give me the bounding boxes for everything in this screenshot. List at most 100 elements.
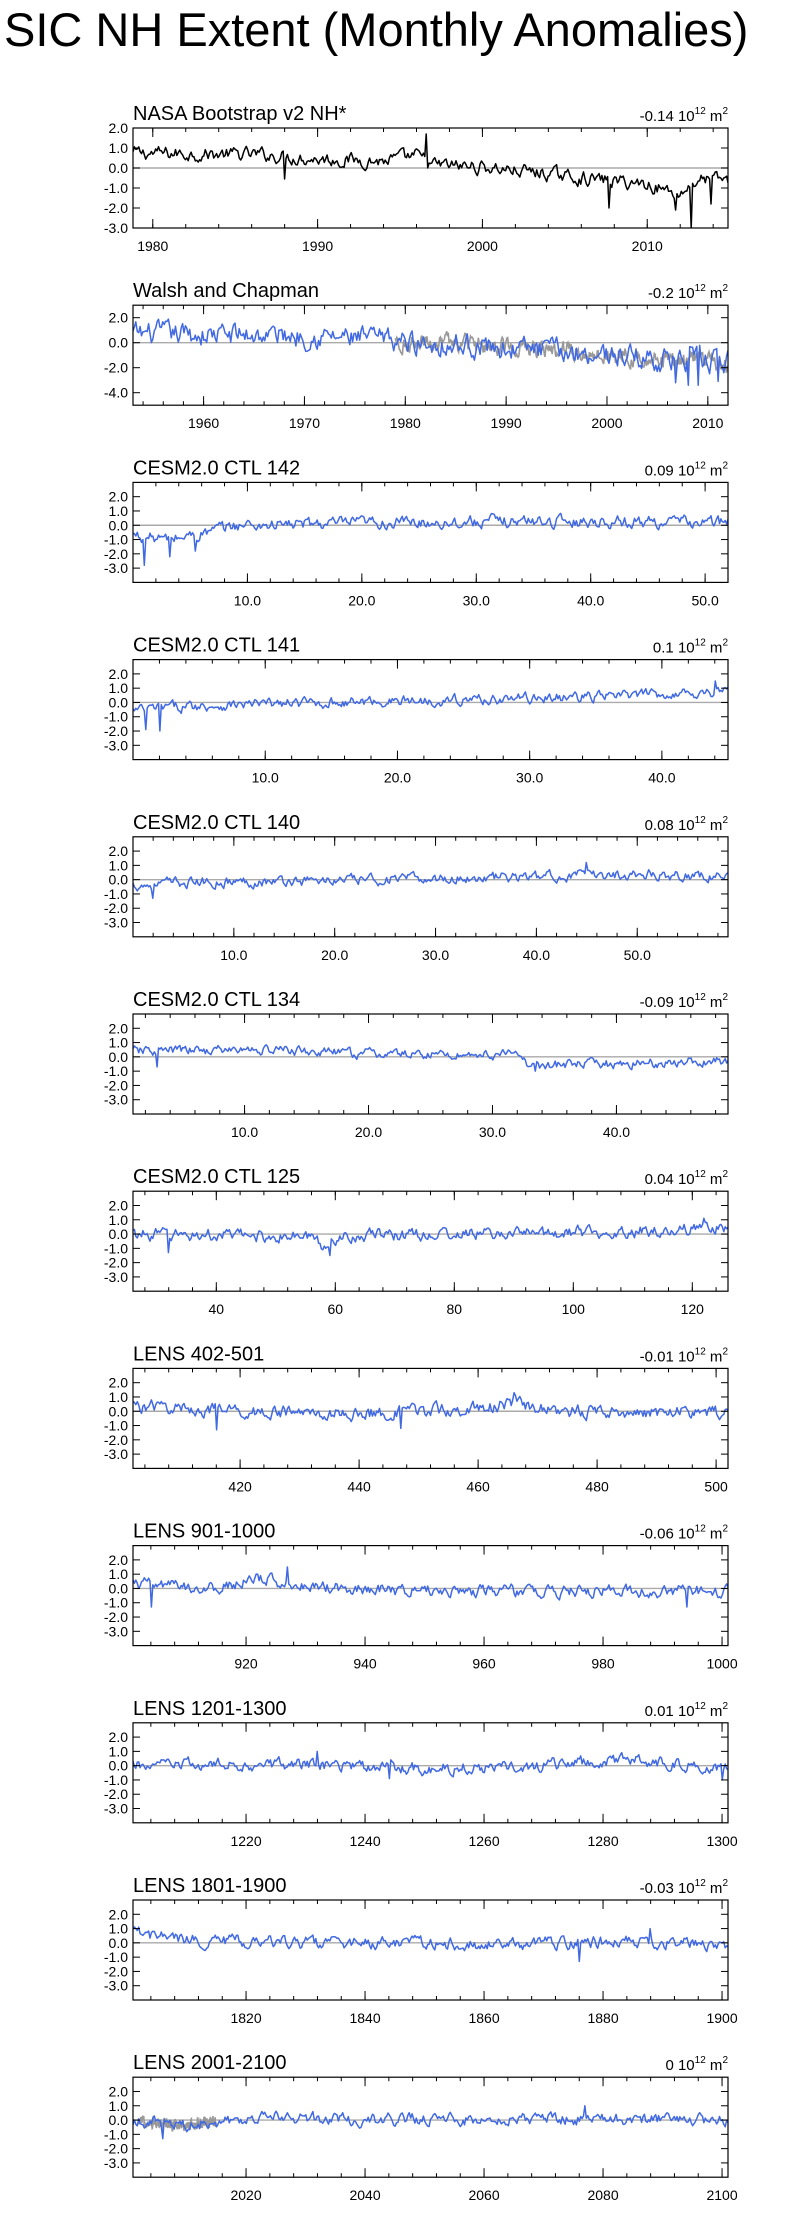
y-tick-label: 1.0 [109, 1389, 129, 1405]
y-tick-label: -3.0 [104, 220, 128, 236]
panel-title: CESM2.0 CTL 142 [133, 457, 300, 479]
x-tick-label: 2060 [468, 2187, 499, 2203]
panel-4: CESM2.0 CTL 141 0.1 1012 m22.01.00.0-1.0-… [104, 635, 729, 786]
panel-title: LENS 901-1000 [133, 1521, 275, 1543]
x-tick-label: 40.0 [577, 592, 604, 608]
mean-value: 0.09 [645, 462, 678, 479]
panel-6: CESM2.0 CTL 134 -0.09 1012 m2 2.01.00.0-1.… [104, 989, 729, 1140]
y-tick-label: 2.0 [109, 666, 129, 682]
y-tick-label: -1.0 [104, 1949, 128, 1965]
mean-unit-base: 10 [678, 1526, 695, 1543]
mean-unit-symbol: m [706, 1526, 723, 1543]
x-tick-label: 20.0 [321, 947, 348, 963]
y-tick-label: -2.0 [104, 546, 128, 562]
x-tick-label: 2000 [591, 415, 622, 431]
y-tick-label: 0.0 [109, 1403, 129, 1419]
x-tick-label: 1000 [706, 1656, 737, 1672]
y-tick-label: -1.0 [104, 886, 128, 902]
mean-value: 0.04 [645, 1171, 678, 1188]
mean-unit-base: 10 [678, 285, 695, 302]
panel-9: LENS 901-1000 -0.06 1012 m22.01.00.0-1.0-… [104, 1521, 738, 1672]
series-line [133, 133, 728, 228]
x-tick-label: 480 [585, 1478, 609, 1494]
mean-unit-symbol: m [706, 1348, 723, 1365]
y-tick-label: 2.0 [109, 1197, 129, 1213]
mean-unit-symbol: m [706, 285, 723, 302]
y-tick-label: 0.0 [109, 517, 129, 533]
panel-3: CESM2.0 CTL 142 0.09 1012 m2 2.01.00.0-1.0… [104, 457, 729, 608]
plot-frame [132, 1013, 729, 1115]
y-tick-label: -2.0 [104, 723, 128, 739]
series-line [133, 1391, 728, 1431]
plot-frame [132, 304, 729, 406]
y-tick-label: -1.0 [104, 1418, 128, 1434]
mean-unit-exponent: 12 [695, 815, 707, 826]
plot-frame [132, 836, 729, 938]
panel-8: LENS 402-501 -0.01 1012 m2 2.01.00.0-1.0-2… [104, 1343, 729, 1494]
y-tick-label: -2.0 [104, 1432, 128, 1448]
y-tick-label: -2.0 [104, 1077, 128, 1093]
mean-unit-symbol: m [706, 2057, 723, 2074]
mean-unit-base: 10 [678, 2057, 695, 2074]
mean-value: -0.01 [640, 1348, 678, 1365]
x-tick-label: 20.0 [355, 1124, 382, 1140]
x-tick-label: 440 [347, 1478, 371, 1494]
y-tick-label: 0.0 [109, 1758, 129, 1774]
x-tick-label: 2080 [587, 2187, 618, 2203]
y-tick-label: 0.0 [109, 2112, 129, 2128]
panel-2: Walsh and Chapman -0.2 1012 m2 2.0 0.0 -2.0 -… [104, 280, 729, 431]
series-line [133, 318, 728, 386]
x-tick-label: 1970 [289, 415, 320, 431]
panel-title: LENS 1801-1900 [133, 1875, 286, 1897]
mean-unit-symbol: m [706, 1171, 723, 1188]
y-tick-label: -2.0 [104, 200, 128, 216]
y-tick-label: 1.0 [109, 140, 129, 156]
panel-1: NASA Bootstrap v2 NH* -0.14 1012 m2 2.0 1.0… [104, 103, 729, 254]
mean-unit-symbol-exponent: 2 [722, 1524, 728, 1535]
plot-frame [132, 1544, 729, 1647]
mean-unit-symbol-exponent: 2 [722, 1701, 728, 1712]
mean-unit-base: 10 [678, 640, 695, 657]
x-tick-label: 1260 [468, 1833, 499, 1849]
mean-unit-exponent: 12 [695, 460, 707, 471]
mean-unit-symbol: m [706, 640, 723, 657]
overlay-series-line [138, 2115, 218, 2135]
x-tick-label: 40.0 [603, 1124, 630, 1140]
y-tick-label: -2.0 [104, 1609, 128, 1625]
x-tick-label: 50.0 [624, 947, 651, 963]
x-tick-label: 20.0 [348, 592, 375, 608]
y-tick-label: 1.0 [109, 680, 129, 696]
mean-value: -0.2 [648, 285, 678, 302]
mean-value-label: 0.1 1012 m2 [653, 638, 729, 657]
y-tick-label: 1.0 [109, 1743, 129, 1759]
mean-unit-symbol-exponent: 2 [722, 283, 728, 294]
y-tick-label: 2.0 [109, 1020, 129, 1036]
panel-5: CESM2.0 CTL 140 0.08 1012 m2 2.01.00.0-1.0… [104, 812, 729, 963]
y-tick-label: 2.0 [109, 489, 129, 505]
mean-unit-exponent: 12 [695, 106, 707, 117]
x-tick-label: 2040 [349, 2187, 380, 2203]
x-tick-label: 1820 [230, 2010, 261, 2026]
y-tick-label: -2.0 [104, 1786, 128, 1802]
mean-unit-exponent: 12 [695, 1524, 707, 1535]
x-tick-label: 80 [447, 1301, 463, 1317]
panel-title: LENS 402-501 [133, 1343, 264, 1365]
panel-title: CESM2.0 CTL 134 [133, 989, 300, 1011]
mean-value-label: 0.01 1012 m2 [645, 1701, 729, 1720]
mean-value-label: 0.09 1012 m2 [645, 460, 729, 479]
series-line [133, 1750, 728, 1781]
x-tick-label: 40.0 [648, 770, 675, 786]
y-tick-label: 2.0 [109, 843, 129, 859]
mean-unit-symbol-exponent: 2 [722, 1169, 728, 1180]
x-tick-label: 30.0 [516, 770, 543, 786]
mean-unit-symbol-exponent: 2 [722, 1346, 728, 1357]
plot-frame [132, 658, 729, 761]
y-tick-label: -2.0 [104, 1255, 128, 1271]
x-tick-label: 30.0 [463, 592, 490, 608]
x-tick-label: 980 [591, 1656, 615, 1672]
x-tick-label: 2020 [230, 2187, 261, 2203]
plot-frame [132, 1190, 729, 1292]
mean-unit-exponent: 12 [695, 1701, 707, 1712]
plot-frame [132, 481, 729, 583]
y-tick-label: -1.0 [104, 1772, 128, 1788]
